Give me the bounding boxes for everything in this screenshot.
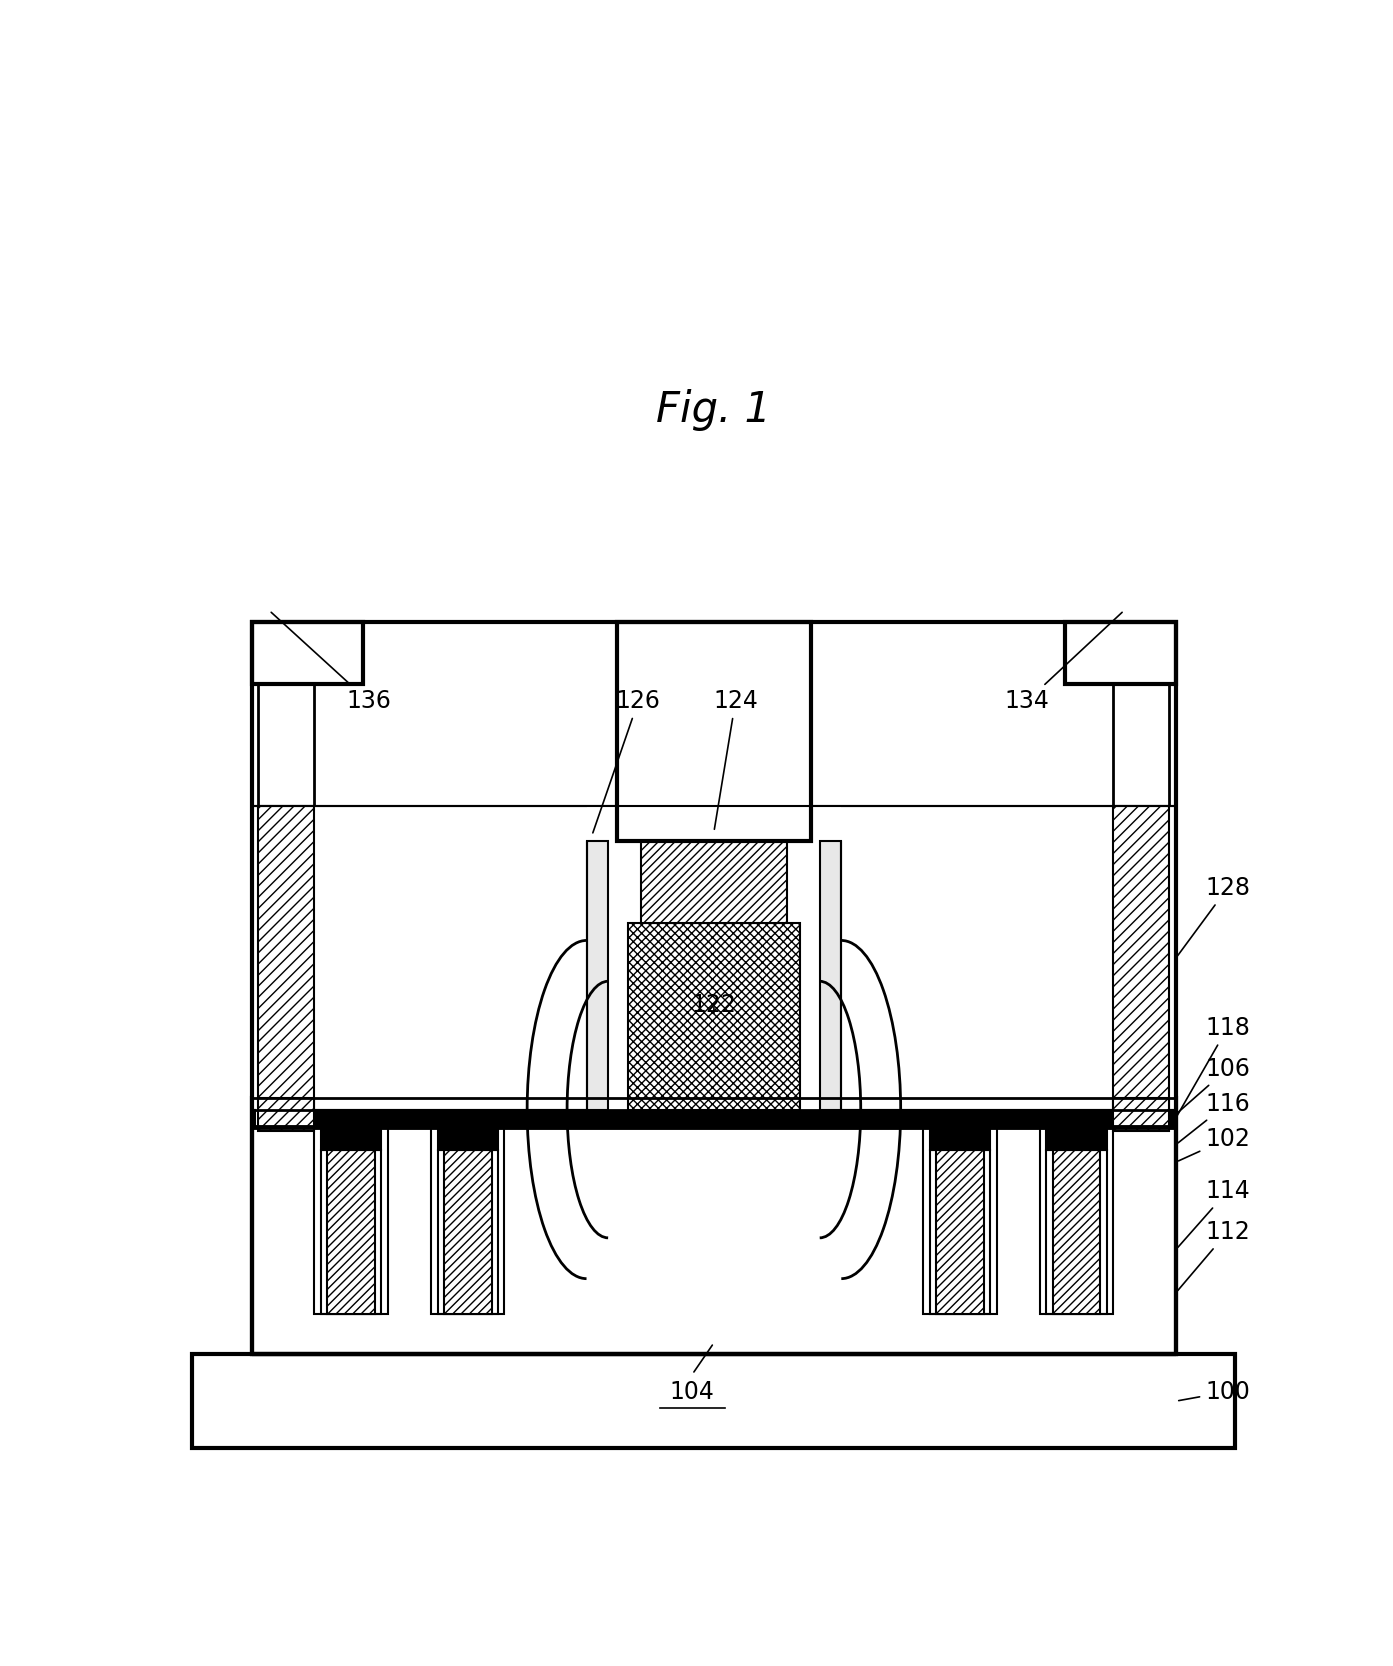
Bar <box>1064 621 1176 685</box>
Text: 136: 136 <box>272 613 391 713</box>
Bar <box>258 1098 315 1131</box>
Text: 106: 106 <box>1178 1056 1250 1113</box>
Text: 122: 122 <box>691 993 737 1016</box>
Bar <box>258 806 315 1110</box>
Bar <box>936 1151 983 1313</box>
Bar <box>252 806 1176 1110</box>
Bar <box>192 1354 1236 1448</box>
Text: 126: 126 <box>593 690 660 833</box>
Text: 116: 116 <box>1178 1091 1250 1143</box>
Bar <box>586 841 609 1110</box>
Bar <box>252 621 364 685</box>
Bar <box>931 1151 990 1313</box>
Bar <box>1053 1151 1100 1313</box>
Bar <box>320 1151 382 1313</box>
Bar <box>320 1128 382 1151</box>
Bar <box>430 1126 504 1313</box>
Bar <box>819 841 841 1110</box>
Bar <box>327 1151 375 1313</box>
Bar <box>252 1098 1176 1354</box>
Bar <box>1041 1126 1113 1313</box>
Text: 102: 102 <box>1178 1126 1250 1161</box>
Text: 104: 104 <box>670 1379 715 1404</box>
Bar <box>1041 1126 1113 1313</box>
Bar <box>252 621 1176 1354</box>
Bar <box>252 1110 1176 1126</box>
Bar <box>256 1100 315 1126</box>
Bar <box>315 1126 387 1313</box>
Bar <box>641 841 787 923</box>
Bar <box>924 1126 997 1313</box>
Bar <box>628 923 800 1110</box>
Text: 114: 114 <box>1178 1180 1250 1248</box>
Bar <box>1113 806 1170 1110</box>
Bar <box>430 1126 504 1313</box>
Text: 118: 118 <box>1177 1016 1250 1115</box>
Bar <box>315 1126 387 1313</box>
Bar <box>1046 1151 1107 1313</box>
Text: Fig. 1: Fig. 1 <box>656 388 772 431</box>
Text: 124: 124 <box>713 690 758 830</box>
Text: 134: 134 <box>1004 613 1123 713</box>
Text: 100: 100 <box>1178 1379 1250 1404</box>
Bar <box>586 806 841 1110</box>
Text: 128: 128 <box>1177 876 1250 956</box>
Bar <box>437 1151 499 1313</box>
Bar <box>617 621 811 841</box>
Bar <box>931 1128 990 1151</box>
Bar <box>924 1126 997 1313</box>
Bar <box>437 1128 499 1151</box>
Text: 112: 112 <box>1177 1220 1250 1291</box>
Bar <box>444 1151 492 1313</box>
Bar <box>1046 1128 1107 1151</box>
Bar <box>1113 1098 1170 1131</box>
